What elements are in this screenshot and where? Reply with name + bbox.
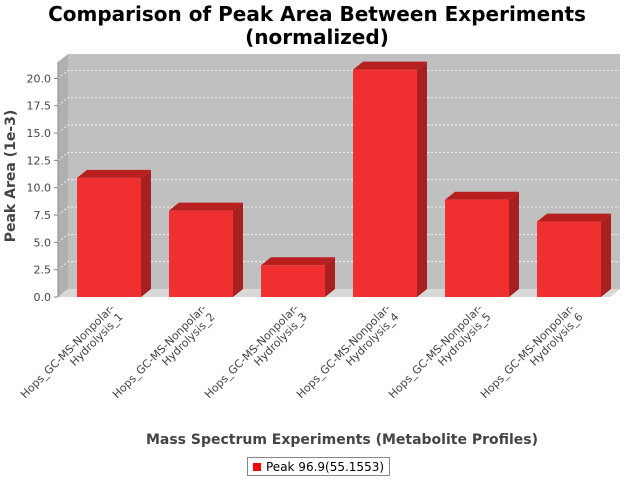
bar-side — [325, 257, 335, 297]
bar-top — [537, 213, 611, 222]
bars — [77, 61, 611, 298]
legend: Peak 96.9(55.1553) — [247, 457, 391, 476]
bar-top — [445, 191, 519, 200]
gridline — [57, 206, 620, 216]
x-tick-label: Hops_GC-MS-Nonpolar-Hydrolysis_4 — [294, 302, 402, 410]
bar-top — [77, 169, 151, 178]
bar-side — [509, 191, 519, 297]
gridline — [57, 97, 620, 107]
gridline — [57, 261, 620, 270]
bar — [77, 169, 151, 297]
y-axis-title: Peak Area (1e-3) — [3, 110, 19, 243]
y-tick-label: 20.0 — [27, 72, 52, 85]
x-tick-label-line: Hops_GC-MS-Nonpolar- — [386, 302, 485, 401]
bar-front — [537, 221, 601, 297]
y-tick-label: 17.5 — [27, 100, 52, 113]
bar — [353, 61, 427, 298]
x-tick-label: Hops_GC-MS-Nonpolar-Hydrolysis_3 — [202, 302, 310, 410]
x-axis-title: Mass Spectrum Experiments (Metabolite Pr… — [146, 432, 538, 448]
x-tick-label: Hops_GC-MS-Nonpolar-Hydrolysis_1 — [18, 302, 126, 410]
legend-swatch — [253, 462, 261, 471]
gridline — [57, 124, 620, 134]
gridline — [57, 233, 620, 243]
y-axis: 0.0 2.5 5.0 7.5 10.0 12.5 15.0 17.5 20.0 — [27, 62, 59, 304]
bar-top — [353, 61, 427, 70]
bar-front — [77, 177, 141, 297]
bar — [169, 202, 243, 297]
y-tick-label: 0.0 — [34, 291, 52, 304]
x-tick-label-line: Hops_GC-MS-Nonpolar- — [18, 302, 117, 401]
chart-title-line-2: (normalized) — [245, 25, 389, 49]
bar-top — [169, 202, 243, 211]
x-tick-label-line: Hops_GC-MS-Nonpolar- — [478, 302, 577, 401]
bar — [537, 213, 611, 297]
gridlines — [57, 69, 620, 270]
gridline — [57, 179, 620, 189]
x-tick-label: Hops_GC-MS-Nonpolar-Hydrolysis_5 — [386, 302, 494, 410]
y-tick-label: 2.5 — [34, 264, 52, 277]
bar-side — [141, 169, 151, 297]
bar-top — [261, 257, 335, 266]
bar-side — [233, 202, 243, 297]
gridline — [57, 69, 620, 79]
y-tick-label: 12.5 — [27, 154, 52, 167]
bar-side — [417, 61, 427, 298]
bar-front — [445, 199, 509, 297]
bar — [445, 191, 519, 297]
bar-front — [261, 265, 325, 297]
bar — [261, 257, 335, 297]
plot-background — [58, 54, 620, 297]
bar-front — [353, 69, 417, 298]
bar-front — [169, 210, 233, 297]
y-tick-label: 5.0 — [34, 236, 52, 249]
y-tick-label: 10.0 — [27, 182, 52, 195]
x-tick-label: Hops_GC-MS-Nonpolar-Hydrolysis_2 — [110, 302, 218, 410]
plot-back-wall — [68, 54, 620, 289]
y-tick-label: 15.0 — [27, 127, 52, 140]
legend-label: Peak 96.9(55.1553) — [266, 459, 385, 474]
y-tick-label: 7.5 — [34, 209, 52, 222]
x-tick-label-line: Hops_GC-MS-Nonpolar- — [110, 302, 209, 401]
plot-left-wall — [58, 54, 68, 297]
x-tick-label: Hops_GC-MS-Nonpolar-Hydrolysis_6 — [478, 302, 586, 410]
x-tick-label-line: Hops_GC-MS-Nonpolar- — [294, 302, 393, 401]
x-axis-category-labels: Hops_GC-MS-Nonpolar-Hydrolysis_1Hops_GC-… — [18, 302, 586, 410]
bar-side — [601, 213, 611, 297]
gridline — [57, 151, 620, 161]
chart-title-line-1: Comparison of Peak Area Between Experime… — [48, 2, 586, 26]
x-tick-label-line: Hops_GC-MS-Nonpolar- — [202, 302, 301, 401]
